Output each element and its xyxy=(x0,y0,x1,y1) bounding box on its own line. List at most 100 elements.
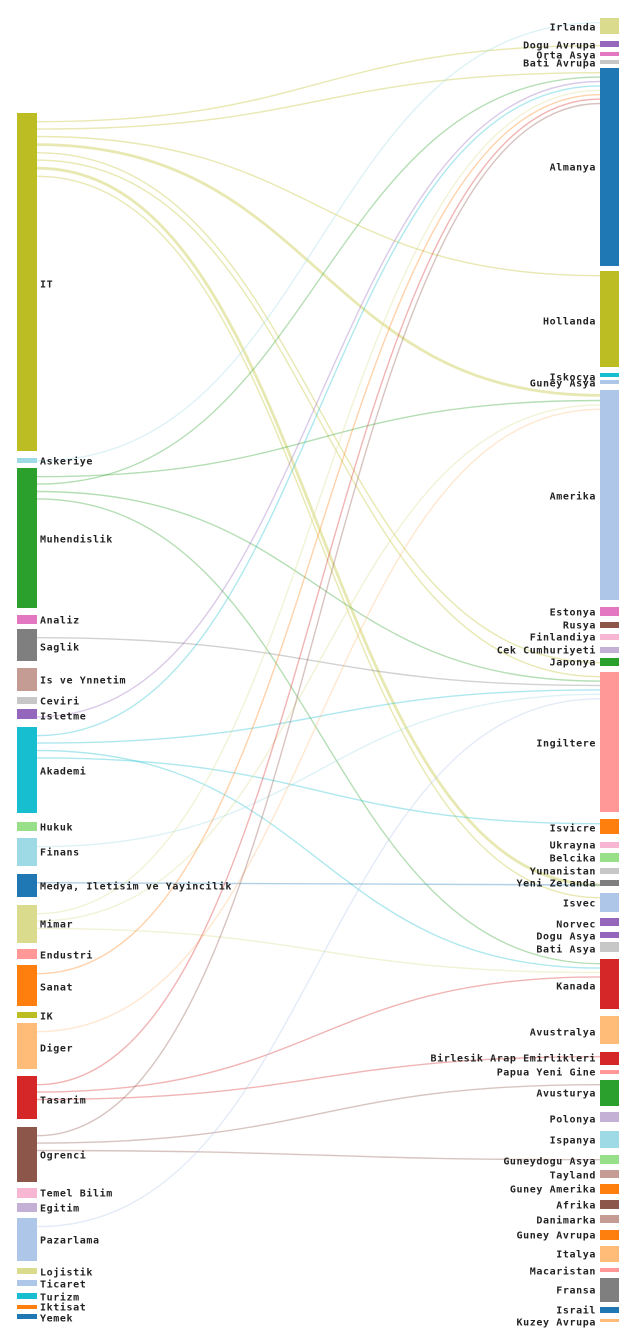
link-isletme-to-almanya xyxy=(36,80,601,718)
link-askeriye-to-irlanda xyxy=(36,22,601,462)
target-node-birlesik-arap-emirlikleri: Birlesik Arap Emirlikleri xyxy=(430,1052,619,1065)
target-node-bar xyxy=(600,271,619,367)
link-muhendislik-to-kanada xyxy=(36,498,601,965)
link-tasarim-to-birlesik-arap-emirlikleri xyxy=(36,1056,601,1101)
source-node-bar xyxy=(17,727,37,813)
target-node-label: Fransa xyxy=(556,1286,596,1297)
source-node-label: Yemek xyxy=(40,1314,73,1325)
target-node-papua-yeni-gine: Papua Yeni Gine xyxy=(497,1067,619,1079)
source-node-label: Diger xyxy=(40,1043,73,1055)
target-node-bar xyxy=(600,880,619,886)
source-node-akademi: Akademi xyxy=(17,727,86,813)
target-node-label: Yunanistan xyxy=(530,866,596,878)
source-node-label: Analiz xyxy=(40,615,80,627)
target-node-bar xyxy=(600,647,619,653)
target-node-label: Amerika xyxy=(550,491,596,503)
target-node-polonya: Polonya xyxy=(550,1112,619,1126)
source-node-ticaret: Ticaret xyxy=(17,1279,86,1291)
target-node-bati-avrupa: Bati Avrupa xyxy=(523,58,619,70)
target-node-label: Avusturya xyxy=(536,1089,596,1100)
target-node-bar xyxy=(600,52,619,56)
target-node-bar xyxy=(600,918,619,926)
target-node-label: Irlanda xyxy=(550,23,596,34)
target-node-danimarka: Danimarka xyxy=(536,1215,619,1227)
target-node-bar xyxy=(600,1131,619,1148)
source-node-bar xyxy=(17,1218,37,1261)
source-node-label: Muhendislik xyxy=(40,534,113,546)
source-node-analiz: Analiz xyxy=(17,615,80,627)
source-node-bar xyxy=(17,1127,37,1182)
target-node-label: Bati Avrupa xyxy=(523,58,596,70)
link-it-to-ingiltere xyxy=(36,159,601,678)
target-node-bar xyxy=(600,1080,619,1106)
source-node-egitim: Egitim xyxy=(17,1203,79,1215)
target-node-label: Macaristan xyxy=(530,1266,596,1278)
link-medya-iletisim-ve-yayincilik-to-yeni-zelanda xyxy=(36,882,601,886)
source-node-label: Ceviri xyxy=(40,696,80,708)
target-node-afrika: Afrika xyxy=(556,1200,619,1212)
target-node-label: Kuzey Avrupa xyxy=(517,1318,596,1329)
source-node-bar xyxy=(17,838,37,866)
link-muhendislik-to-almanya xyxy=(36,76,601,485)
target-node-label: Ispanya xyxy=(550,1136,596,1147)
source-node-endustri: Endustri xyxy=(17,949,92,962)
target-node-label: Papua Yeni Gine xyxy=(497,1067,596,1079)
source-node-label: Isletme xyxy=(40,712,86,723)
target-node-bar xyxy=(600,893,619,912)
target-node-macaristan: Macaristan xyxy=(530,1266,619,1278)
target-node-bar xyxy=(600,1230,619,1240)
source-node-medya-iletisim-ve-yayincilik: Medya, Iletisim ve Yayincilik xyxy=(17,874,232,897)
link-mimar-to-almanya xyxy=(36,89,601,915)
source-node-label: Iktisat xyxy=(40,1302,86,1314)
target-node-bar xyxy=(600,18,619,34)
target-node-fransa: Fransa xyxy=(556,1278,619,1302)
target-node-iskocya: Iskocya xyxy=(550,373,619,384)
target-node-almanya: Almanya xyxy=(550,68,619,266)
link-it-to-isvec xyxy=(36,175,601,899)
target-node-bar xyxy=(600,819,619,834)
source-node-sanat: Sanat xyxy=(17,965,73,1006)
source-node-bar xyxy=(17,822,37,831)
source-node-label: Medya, Iletisim ve Yayincilik xyxy=(40,881,232,893)
target-node-label: Guney Asya xyxy=(530,379,596,390)
target-node-hollanda: Hollanda xyxy=(543,271,619,367)
source-node-is-ve-ynnetim: Is ve Ynnetim xyxy=(17,668,125,691)
source-node-bar xyxy=(17,949,37,959)
link-diger-to-amerika xyxy=(36,408,601,1033)
target-node-yunanistan: Yunanistan xyxy=(530,866,619,878)
link-sanat-to-almanya xyxy=(36,94,601,975)
source-node-label: Akademi xyxy=(40,766,86,778)
target-node-belcika: Belcika xyxy=(550,853,619,865)
target-node-bar xyxy=(600,658,619,666)
target-node-estonya: Estonya xyxy=(550,607,619,619)
link-akademi-to-ingiltere xyxy=(36,689,601,744)
target-node-label: Dogu Avrupa xyxy=(523,41,596,52)
source-node-label: Mimar xyxy=(40,919,73,931)
target-node-dogu-avrupa: Dogu Avrupa xyxy=(523,41,619,52)
target-node-bar xyxy=(600,1278,619,1302)
source-node-lojistik: Lojistik xyxy=(17,1267,92,1279)
target-node-bar xyxy=(600,60,619,64)
source-node-label: IK xyxy=(40,1012,53,1023)
source-node-label: Temel Bilim xyxy=(40,1188,113,1200)
link-it-to-hollanda xyxy=(36,135,601,277)
target-node-bar xyxy=(600,959,619,1009)
source-node-bar xyxy=(17,874,37,897)
source-node-isletme: Isletme xyxy=(17,709,86,723)
source-node-yemek: Yemek xyxy=(17,1314,73,1325)
link-akademi-to-kanada xyxy=(36,749,601,969)
target-node-isvicre: Isvicre xyxy=(550,819,619,835)
source-node-bar xyxy=(17,668,37,691)
target-node-label: Ingiltere xyxy=(536,738,596,750)
target-node-norvec: Norvec xyxy=(556,918,619,931)
link-saglik-to-ingiltere xyxy=(36,637,601,687)
source-node-bar xyxy=(17,709,37,719)
target-node-label: Bati Asya xyxy=(536,944,596,956)
target-node-label: Rusya xyxy=(563,621,596,632)
target-node-bar xyxy=(600,1155,619,1164)
link-ogrenci-to-avusturya xyxy=(36,1084,601,1144)
source-node-bar xyxy=(17,615,37,624)
source-node-bar xyxy=(17,1023,37,1069)
source-node-mimar: Mimar xyxy=(17,905,73,943)
